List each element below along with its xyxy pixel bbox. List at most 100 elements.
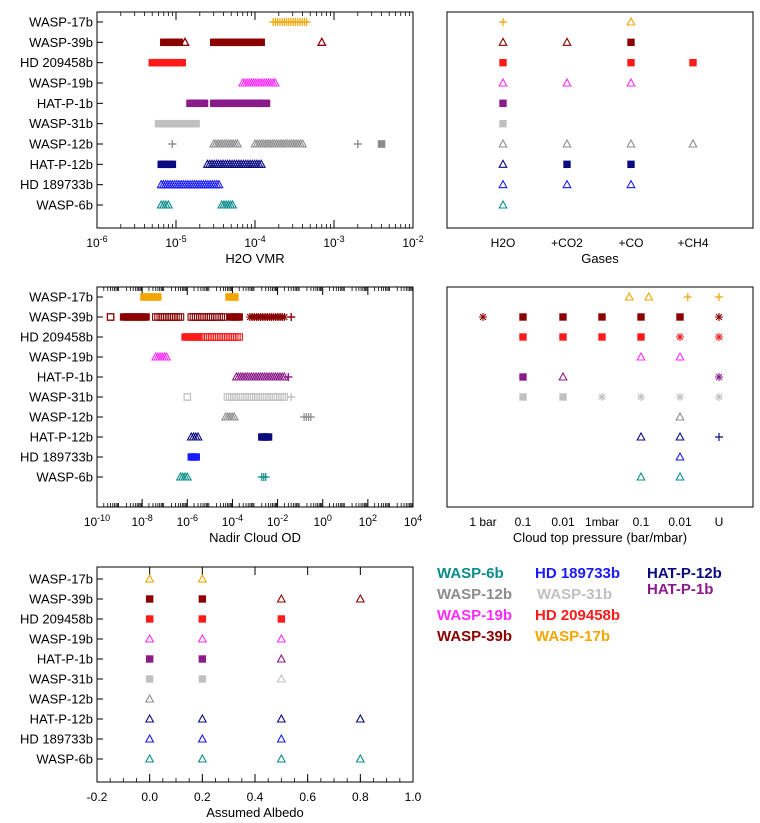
cloudod-mark-wasp-31b: [287, 393, 296, 401]
h2o-x-axis-title: H2O VMR: [225, 251, 284, 266]
h2o-mark-hat-p-12b: [168, 160, 177, 169]
gases-mark-wasp-12b: [498, 138, 508, 148]
legend-hd-209458b: HD 209458b: [535, 607, 620, 624]
ctp-plot-frame: [446, 286, 754, 508]
ctp-mark-wasp-39b: [715, 313, 723, 321]
h2o-mark-wasp-12b: [353, 140, 362, 148]
albedo-y-tick-label: WASP-31b: [29, 672, 93, 687]
albedo-mark-wasp-39b: [198, 595, 207, 603]
gases-mark-wasp-39b: [562, 37, 572, 46]
cloudod-mark-hd-189733b: [192, 453, 200, 461]
albedo-mark-hat-p-1b: [198, 655, 207, 663]
gases-series-hd-189733b: [498, 179, 636, 189]
ctp-series-wasp-17b: [624, 291, 723, 301]
h2o-y-tick-label: HD 189733b: [20, 177, 93, 192]
cloudod-mark-hd-209458b: [201, 333, 210, 341]
ctp-mark-hd-209458b: [519, 333, 527, 341]
ctp-mark-wasp-39b: [519, 313, 527, 321]
cloudod-mark-wasp-31b: [236, 393, 245, 401]
gases-panel: H2O +CO2 +CO +CH4 Gases: [446, 11, 754, 266]
cloudod-mark-wasp-39b: [106, 313, 115, 321]
cloudod-mark-wasp-31b: [249, 393, 258, 401]
cloudod-series-hd-189733b: [187, 453, 200, 461]
albedo-mark-wasp-12b: [144, 693, 155, 703]
cloudod-x-tick-label: 10-2: [267, 513, 288, 529]
h2o-mark-wasp-39b: [317, 37, 327, 46]
gases-mark-hat-p-12b: [498, 159, 508, 168]
cloudod-x-tick-label: 10-4: [222, 513, 243, 529]
cloudod-mark-wasp-31b: [260, 393, 269, 401]
ctp-mark-wasp-6b: [636, 471, 646, 481]
cloudod-mark-wasp-31b: [263, 393, 271, 401]
gases-series-wasp-12b: [498, 138, 698, 148]
cloudod-mark-wasp-39b: [151, 313, 160, 321]
gases-mark-wasp-19b: [562, 77, 572, 87]
cloudod-mark-wasp-31b: [280, 393, 289, 401]
gases-x-category-label: H2O: [491, 236, 516, 250]
ctp-mark-hat-p-12b: [636, 431, 646, 441]
cloudod-mark-wasp-39b: [198, 313, 206, 321]
albedo-series-hat-p-1b: [145, 653, 287, 663]
ctp-mark-wasp-17b: [644, 291, 654, 301]
gases-x-category-label: +CH4: [677, 236, 708, 250]
planet-legend: WASP-6b HD 189733b HAT-P-12b WASP-12b WASP-3…: [437, 565, 722, 645]
cloudod-mark-wasp-39b: [169, 313, 178, 321]
ctp-mark-hat-p-1b: [519, 373, 527, 381]
legend-wasp-17b: WASP-17b: [535, 628, 610, 645]
cloudod-mark-wasp-12b: [229, 411, 239, 421]
cloudod-x-tick-label: 10-6: [177, 513, 198, 529]
ctp-mark-wasp-17b: [715, 293, 723, 301]
albedo-panel: WASP-17b WASP-39b HD 209458b WASP-19b HAT-P-…: [20, 566, 422, 820]
cloudod-series-wasp-39b: [106, 313, 296, 321]
h2o-series-wasp-17b: [269, 18, 311, 26]
gases-mark-wasp-6b: [498, 199, 508, 209]
cloudod-mark-hat-p-1b: [284, 373, 293, 381]
ctp-mark-wasp-39b: [637, 313, 645, 321]
h2o-mark-hat-p-1b: [262, 99, 271, 108]
cloudod-series-hat-p-12b: [186, 431, 273, 441]
albedo-mark-hd-189733b: [197, 733, 208, 743]
albedo-mark-wasp-6b: [144, 753, 155, 763]
legend-wasp-19b: WASP-19b: [437, 607, 512, 624]
ctp-series-hd-209458b: [519, 333, 723, 341]
cloudod-mark-wasp-6b: [182, 471, 193, 481]
cloudod-mark-wasp-31b: [239, 393, 247, 401]
cloudod-mark-wasp-39b: [163, 313, 171, 321]
cloudod-mark-wasp-39b: [287, 313, 296, 321]
cloudod-mark-wasp-39b: [165, 313, 173, 321]
gases-mark-hd-209458b: [689, 58, 697, 67]
h2o-x-tick-label: 10-4: [244, 234, 265, 250]
cloudod-mark-hat-p-12b: [264, 433, 273, 441]
cloudod-series-wasp-31b: [183, 393, 296, 401]
albedo-mark-wasp-39b: [355, 593, 366, 603]
cloudod-mark-hd-209458b: [233, 333, 241, 341]
cloudod-mark-wasp-31b: [234, 393, 243, 401]
albedo-x-tick-label: 0.6: [299, 790, 316, 804]
albedo-series-hd-189733b: [144, 733, 287, 743]
ctp-x-axis-title: Cloud top pressure (bar/mbar): [513, 530, 687, 545]
h2o-mark-wasp-39b: [180, 37, 190, 46]
h2o-series-hat-p-12b: [157, 159, 266, 169]
ctp-mark-hat-p-1b: [715, 373, 723, 381]
cloudod-mark-wasp-31b: [247, 393, 256, 401]
ctp-mark-wasp-39b: [559, 313, 567, 321]
legend-hd-189733b: HD 189733b: [535, 565, 620, 582]
gases-series-hd-209458b: [499, 58, 697, 67]
cloudod-mark-wasp-39b: [196, 313, 204, 321]
h2o-y-tick-label: HAT-P-12b: [30, 157, 93, 172]
albedo-mark-wasp-17b: [197, 573, 208, 583]
h2o-mark-hat-p-1b: [200, 99, 209, 108]
albedo-mark-hat-p-12b: [144, 713, 155, 723]
cloudod-mark-hd-209458b: [224, 333, 232, 341]
cloudod-mark-wasp-39b: [215, 313, 223, 321]
cloudod-mark-hat-p-12b: [193, 431, 203, 441]
cloudod-y-tick-label: HD 189733b: [20, 450, 93, 465]
cloudod-x-tick-label: 10-10: [84, 513, 110, 529]
gases-mark-wasp-17b: [499, 18, 507, 26]
albedo-x-tick-label: 0.8: [352, 790, 369, 804]
cloudod-y-tick-label: HAT-P-12b: [30, 430, 93, 445]
h2o-series-hat-p-1b: [186, 99, 271, 108]
ctp-mark-hd-209458b: [715, 333, 723, 341]
h2o-mark-wasp-19b: [270, 77, 280, 87]
h2o-mark-hd-189733b: [214, 179, 224, 189]
